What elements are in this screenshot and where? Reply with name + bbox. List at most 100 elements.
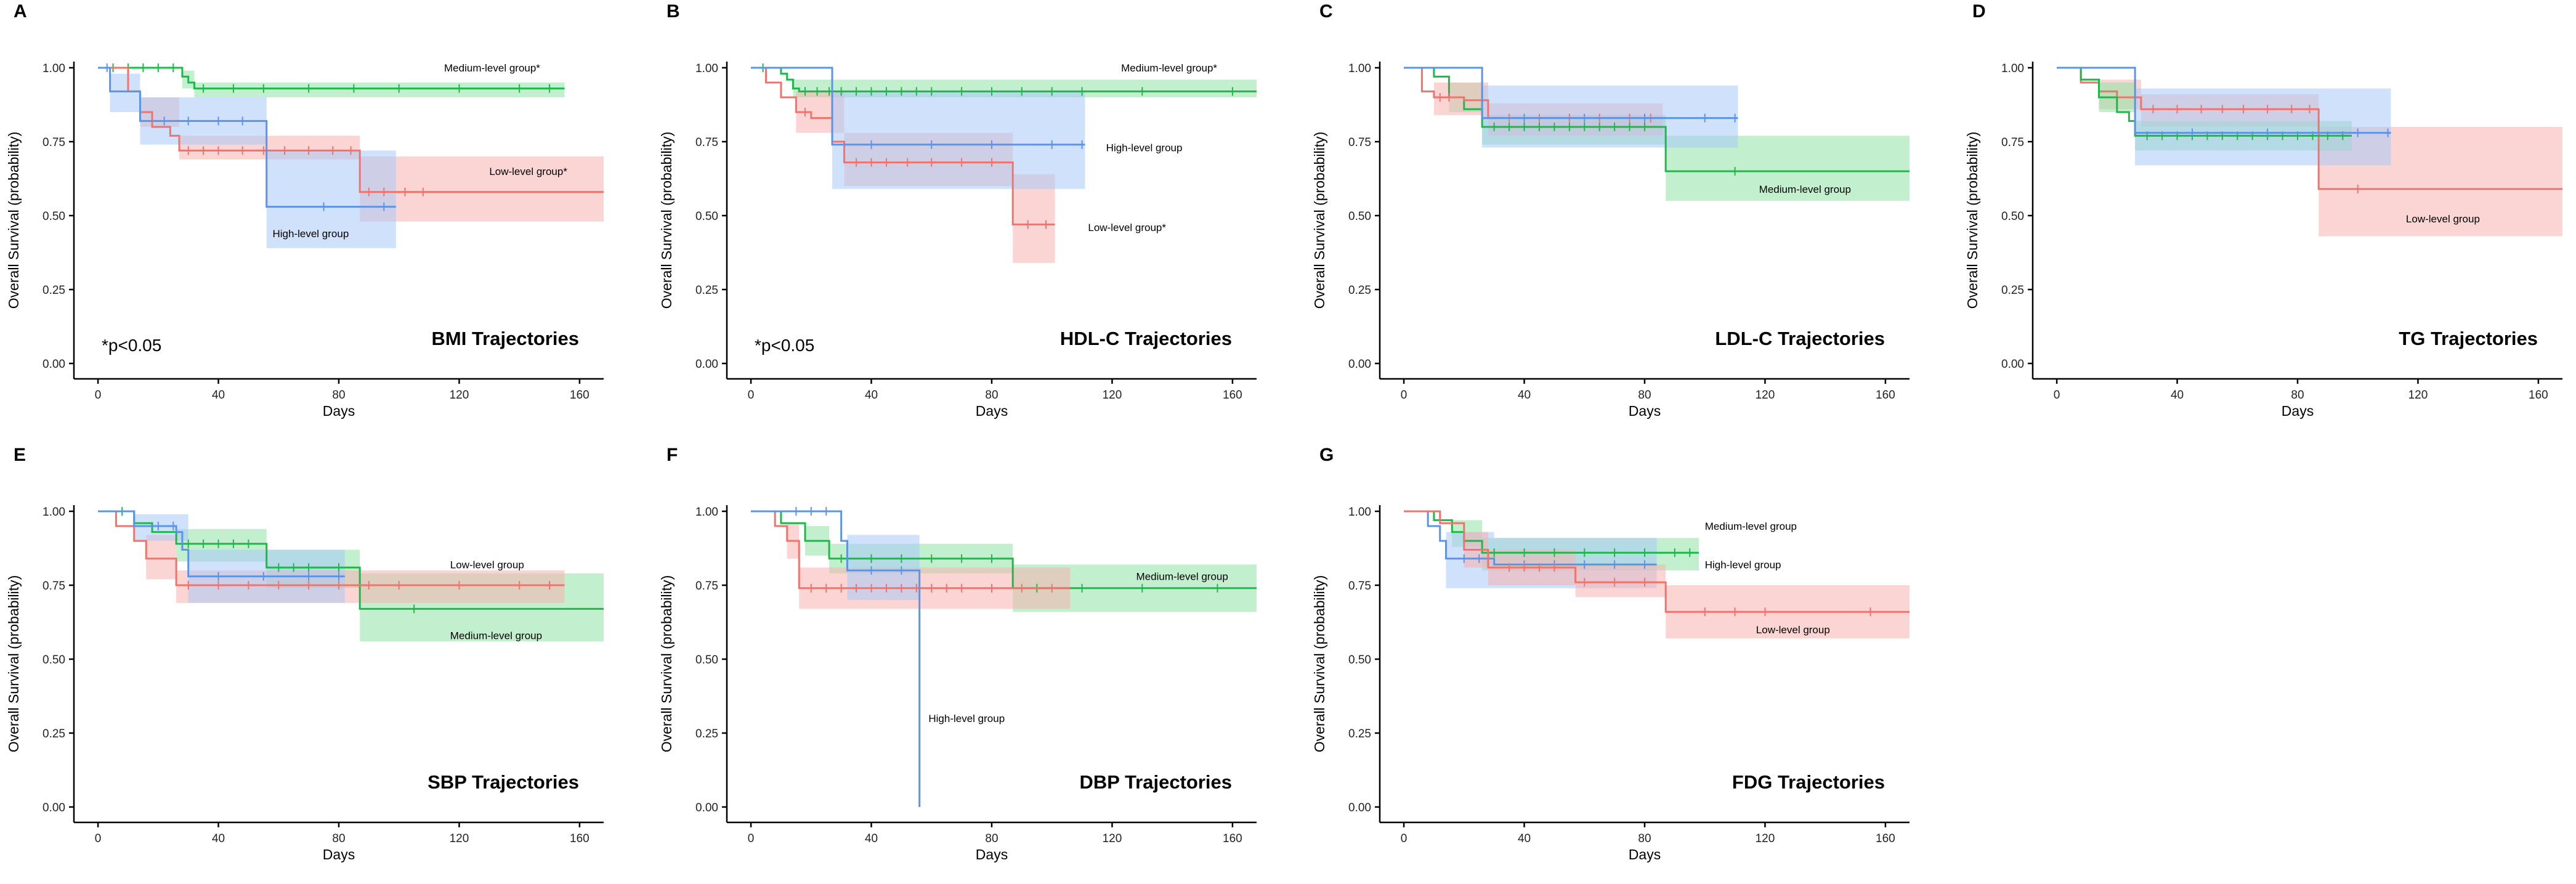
y-tick-label: 0.00 xyxy=(1348,358,1371,371)
y-tick-label: 0.50 xyxy=(1348,210,1371,223)
survival-curve-medium xyxy=(98,510,604,610)
y-axis-title: Overall Survival (probability) xyxy=(1964,132,1980,309)
panel-letter: G xyxy=(1319,445,1334,465)
survival-curve-low xyxy=(1404,510,1910,613)
ci-band-high xyxy=(751,511,920,600)
y-axis-title: Overall Survival (probability) xyxy=(6,132,22,309)
x-tick-label: 160 xyxy=(2529,389,2548,402)
y-tick-label: 0.50 xyxy=(1348,654,1371,667)
group-label-medium: Medium-level group xyxy=(1705,521,1797,532)
x-tick-label: 80 xyxy=(985,832,998,845)
x-tick-label: 160 xyxy=(1223,389,1242,402)
ci-band-medium xyxy=(98,68,565,97)
x-tick-label: 0 xyxy=(1401,832,1407,845)
x-tick-label: 80 xyxy=(1638,389,1651,402)
x-tick-label: 0 xyxy=(95,832,102,845)
y-tick-label: 0.75 xyxy=(695,136,718,149)
survival-curve-high xyxy=(1404,510,1657,566)
x-tick-label: 120 xyxy=(1756,389,1775,402)
x-tick-label: 40 xyxy=(1518,389,1531,402)
group-label-low: Low-level group xyxy=(450,559,524,570)
chart-title: FDG Trajectories xyxy=(1732,771,1885,793)
group-label-low: Low-level group* xyxy=(489,166,567,177)
ci-band-medium xyxy=(751,511,1257,612)
chart-title: DBP Trajectories xyxy=(1079,771,1232,793)
y-tick-label: 1.00 xyxy=(695,62,718,75)
y-tick-label: 0.25 xyxy=(43,728,65,740)
x-axis-title: Days xyxy=(1629,846,1661,862)
survival-curve-medium xyxy=(1404,510,1699,554)
chart-panel-b: B Medium-level group* Low-level group* High… xyxy=(658,1,1257,419)
panel-letter: B xyxy=(666,1,680,22)
x-tick-label: 120 xyxy=(450,389,469,402)
y-axis-title: Overall Survival (probability) xyxy=(658,132,674,309)
x-tick-label: 160 xyxy=(570,389,589,402)
x-tick-label: 160 xyxy=(570,832,589,845)
x-tick-label: 0 xyxy=(748,832,755,845)
x-tick-label: 0 xyxy=(1401,389,1407,402)
x-tick-label: 0 xyxy=(95,389,102,402)
y-tick-label: 0.50 xyxy=(43,654,65,667)
panel-letter: A xyxy=(14,1,27,22)
x-tick-label: 120 xyxy=(1103,832,1122,845)
x-tick-label: 80 xyxy=(2291,389,2304,402)
survival-curve-low xyxy=(751,510,1071,590)
x-axis-title: Days xyxy=(323,403,355,419)
y-tick-label: 0.50 xyxy=(43,210,65,223)
x-axis-title: Days xyxy=(2282,403,2314,419)
panel-letter: D xyxy=(1972,1,1986,22)
ci-band-low xyxy=(1404,511,1910,639)
y-tick-label: 0.00 xyxy=(43,358,65,371)
survival-curve-medium xyxy=(751,67,1257,92)
survival-curve-low xyxy=(98,510,565,586)
chart-panel-c: C Medium-level group 0.00 0.25 0.50 0.75 1.00 0… xyxy=(1311,1,1910,419)
x-tick-label: 40 xyxy=(1518,832,1531,845)
y-tick-label: 0.00 xyxy=(43,801,65,814)
ci-band-high xyxy=(2057,68,2391,166)
x-tick-label: 80 xyxy=(332,389,345,402)
survival-curve-high xyxy=(751,67,1085,146)
x-tick-label: 40 xyxy=(2171,389,2184,402)
group-label-high: High-level group xyxy=(928,713,1005,724)
group-label-medium: Medium-level group* xyxy=(1121,62,1217,74)
y-tick-label: 1.00 xyxy=(2001,62,2024,75)
chart-panel-a: A Medium-level group* Low-level group* High… xyxy=(6,1,604,419)
survival-curve-high xyxy=(98,67,396,208)
group-label-high: High-level group xyxy=(1705,559,1781,570)
group-label-low: Low-level group xyxy=(1756,624,1830,636)
y-tick-label: 0.50 xyxy=(695,654,718,667)
y-axis-title: Overall Survival (probability) xyxy=(658,575,674,753)
y-tick-label: 0.75 xyxy=(2001,136,2024,149)
x-tick-label: 120 xyxy=(2408,389,2428,402)
y-tick-label: 0.00 xyxy=(695,358,718,371)
y-tick-label: 0.25 xyxy=(1348,284,1371,297)
x-axis-title: Days xyxy=(323,846,355,862)
y-axis-title: Overall Survival (probability) xyxy=(1311,575,1327,753)
ci-band-high xyxy=(98,68,396,248)
ci-band-low xyxy=(98,68,604,222)
survival-curve-high xyxy=(1404,67,1738,120)
chart-title: LDL-C Trajectories xyxy=(1715,328,1885,349)
y-tick-label: 0.25 xyxy=(695,284,718,297)
group-label-low: Low-level group xyxy=(2406,213,2480,225)
panel-letter: E xyxy=(14,445,26,465)
y-tick-label: 1.00 xyxy=(43,506,65,519)
survival-curve-high xyxy=(98,510,345,578)
y-tick-label: 0.25 xyxy=(43,284,65,297)
x-axis-title: Days xyxy=(976,403,1008,419)
group-label-high: High-level group xyxy=(1106,142,1183,154)
x-tick-label: 80 xyxy=(1638,832,1651,845)
y-tick-label: 0.50 xyxy=(695,210,718,223)
y-tick-label: 0.50 xyxy=(2001,210,2024,223)
y-tick-label: 0.25 xyxy=(2001,284,2024,297)
group-label-low: Low-level group* xyxy=(1088,222,1166,233)
x-tick-label: 0 xyxy=(748,389,755,402)
x-tick-label: 40 xyxy=(212,389,225,402)
group-label-medium: Medium-level group xyxy=(1136,571,1228,583)
x-tick-label: 40 xyxy=(865,389,878,402)
significance-note: *p<0.05 xyxy=(102,336,161,355)
y-tick-label: 0.00 xyxy=(1348,801,1371,814)
y-tick-label: 0.00 xyxy=(695,801,718,814)
chart-panel-g: G Medium-level group High-level group Low-l… xyxy=(1311,445,1910,862)
